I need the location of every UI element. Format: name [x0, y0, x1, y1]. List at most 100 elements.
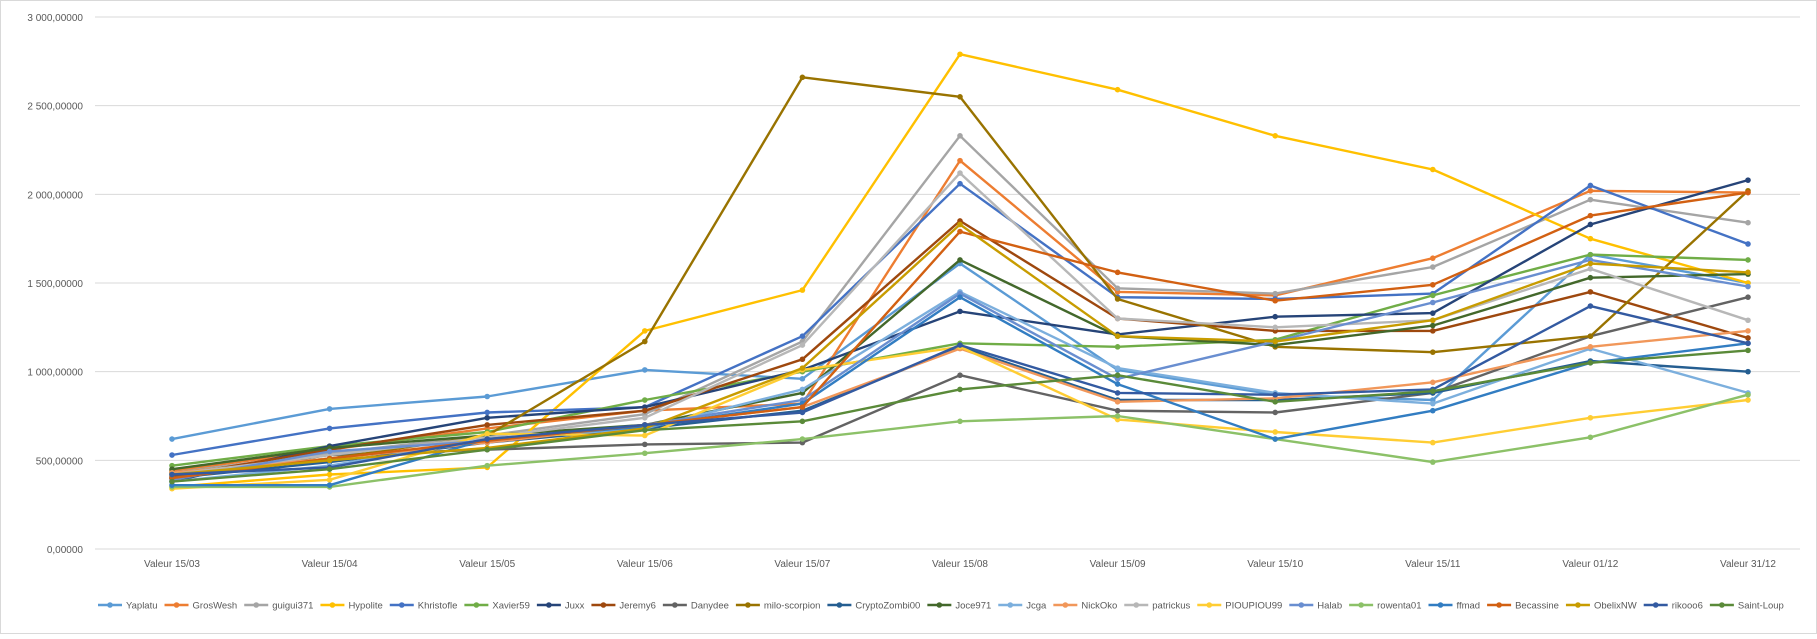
y-tick-label: 2 500,00000: [27, 102, 83, 113]
y-tick-label: 0,00000: [47, 545, 84, 556]
data-point: [957, 221, 963, 228]
data-point: [1587, 333, 1594, 340]
data-point: [957, 94, 963, 100]
data-point: [1587, 196, 1594, 203]
data-point: [326, 425, 333, 432]
legend-label: Becassine: [1515, 601, 1559, 612]
data-point: [169, 478, 175, 485]
legend-marker: [1652, 602, 1659, 608]
data-point: [799, 342, 806, 348]
series-lines: [169, 51, 1751, 492]
data-point: [1745, 335, 1751, 341]
data-point: [326, 482, 333, 488]
legend-label: Juxx: [565, 601, 585, 612]
data-point: [642, 432, 648, 439]
data-point: [1272, 338, 1278, 345]
legend-label: ObelixNW: [1594, 601, 1637, 612]
series-rikooo6: [169, 303, 1751, 478]
legend-marker: [936, 602, 943, 608]
legend-label: Danydee: [691, 601, 729, 612]
data-point: [799, 436, 806, 442]
data-point: [1272, 133, 1278, 139]
legend-marker: [600, 602, 607, 608]
legend-label: Jeremy6: [619, 601, 655, 612]
data-point: [1272, 409, 1278, 416]
data-point: [484, 430, 491, 437]
legend-label: Jcga: [1026, 601, 1047, 612]
data-point: [1114, 296, 1121, 302]
legend-marker: [1007, 602, 1014, 608]
data-point: [1272, 324, 1278, 331]
data-point: [1430, 379, 1436, 386]
data-point: [1745, 283, 1751, 290]
data-point: [799, 74, 806, 81]
legend-label: Khristofle: [418, 601, 458, 612]
data-point: [1430, 317, 1436, 324]
x-tick-label: Valeur 15/04: [302, 559, 358, 570]
legend-item: rowenta01: [1349, 601, 1422, 612]
data-point: [1430, 439, 1436, 446]
data-point: [484, 436, 491, 442]
legend-marker: [745, 602, 751, 608]
data-point: [1430, 255, 1436, 261]
data-point: [1587, 182, 1594, 189]
data-point: [1745, 397, 1751, 403]
legend-item: rikooo6: [1643, 601, 1703, 612]
data-point: [1745, 328, 1751, 334]
legend-marker: [1298, 602, 1305, 608]
data-point: [957, 180, 963, 187]
legend-item: Jcga: [998, 601, 1047, 612]
data-point: [1587, 221, 1594, 228]
legend-item: Halab: [1289, 601, 1342, 612]
data-point: [169, 471, 175, 478]
data-point: [1114, 333, 1121, 340]
legend-item: NickOko: [1053, 601, 1117, 612]
data-point: [1745, 391, 1751, 398]
data-point: [642, 441, 648, 448]
data-point: [1114, 315, 1121, 322]
legend-label: Halab: [1317, 601, 1342, 612]
data-point: [1114, 399, 1121, 405]
data-point: [1587, 266, 1594, 272]
x-tick-label: Valeur 15/11: [1405, 559, 1461, 570]
legend-item: Khristofle: [389, 601, 458, 612]
data-point: [1745, 257, 1751, 263]
data-point: [642, 397, 648, 403]
legend-marker: [1133, 602, 1140, 608]
data-point: [1430, 299, 1436, 306]
data-point: [957, 170, 963, 176]
legend-marker: [1062, 602, 1069, 608]
data-point: [1430, 349, 1436, 355]
legend-marker: [1358, 602, 1364, 608]
data-point: [799, 356, 806, 363]
data-point: [1430, 322, 1436, 329]
legend-label: Saint-Loup: [1738, 601, 1784, 612]
data-point: [1587, 414, 1594, 421]
x-tick-label: Valeur 15/10: [1247, 559, 1303, 570]
data-point: [642, 328, 648, 334]
data-point: [1587, 344, 1594, 350]
data-point: [1114, 381, 1121, 387]
legend-marker: [1719, 602, 1725, 608]
data-point: [642, 422, 648, 428]
data-point: [1114, 86, 1121, 93]
x-tick-label: Valeur 15/09: [1090, 559, 1146, 570]
legend-marker: [1437, 602, 1444, 608]
data-point: [799, 333, 806, 340]
legend-item: CryptoZombi00: [827, 601, 920, 612]
y-tick-label: 500,00000: [36, 456, 84, 467]
data-point: [799, 418, 806, 425]
data-point: [799, 365, 806, 371]
data-point: [1272, 290, 1278, 297]
legend-label: Yaplatu: [126, 601, 158, 612]
data-point: [1587, 187, 1594, 194]
legend-item: Xavier59: [464, 601, 530, 612]
legend-item: GrosWesh: [164, 601, 238, 612]
data-point: [1430, 292, 1436, 299]
legend-item: PIOUPIOU99: [1197, 601, 1282, 612]
data-point: [1430, 166, 1436, 173]
data-point: [957, 228, 963, 235]
data-point: [1272, 399, 1278, 405]
legend-label: GrosWesh: [193, 601, 238, 612]
